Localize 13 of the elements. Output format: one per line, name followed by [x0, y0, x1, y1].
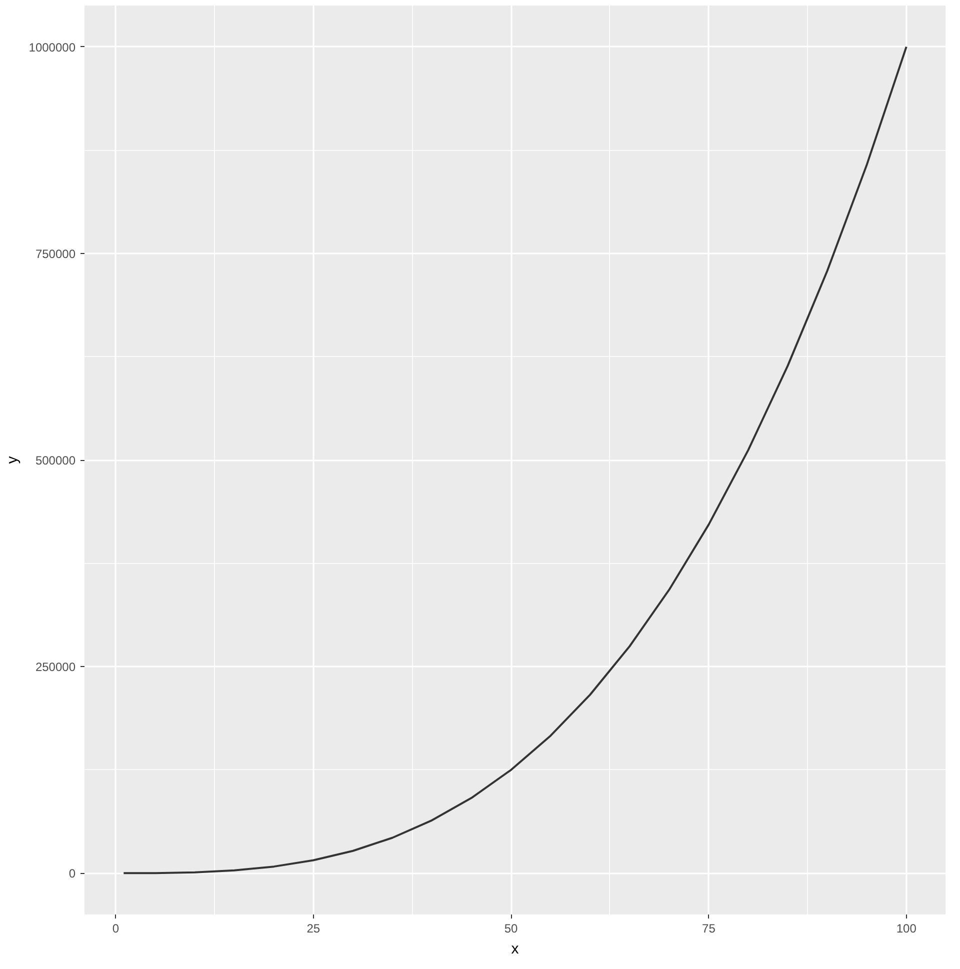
y-tick-label: 750000: [35, 246, 76, 261]
line-series: [122, 46, 908, 874]
x-tick-label: 100: [896, 922, 917, 936]
y-tick-label: 1000000: [28, 40, 76, 54]
y-tick-label: 250000: [35, 660, 76, 674]
x-tick-label: 50: [504, 922, 518, 936]
y-tick-label: 0: [68, 866, 76, 881]
x-tick-label: 25: [306, 922, 320, 936]
y-tick-label: 500000: [35, 454, 76, 468]
y-axis-title: y: [4, 456, 21, 464]
x-tick-label: 0: [112, 922, 120, 936]
x-tick-label: 75: [702, 922, 716, 936]
x-axis-title: x: [511, 940, 520, 958]
